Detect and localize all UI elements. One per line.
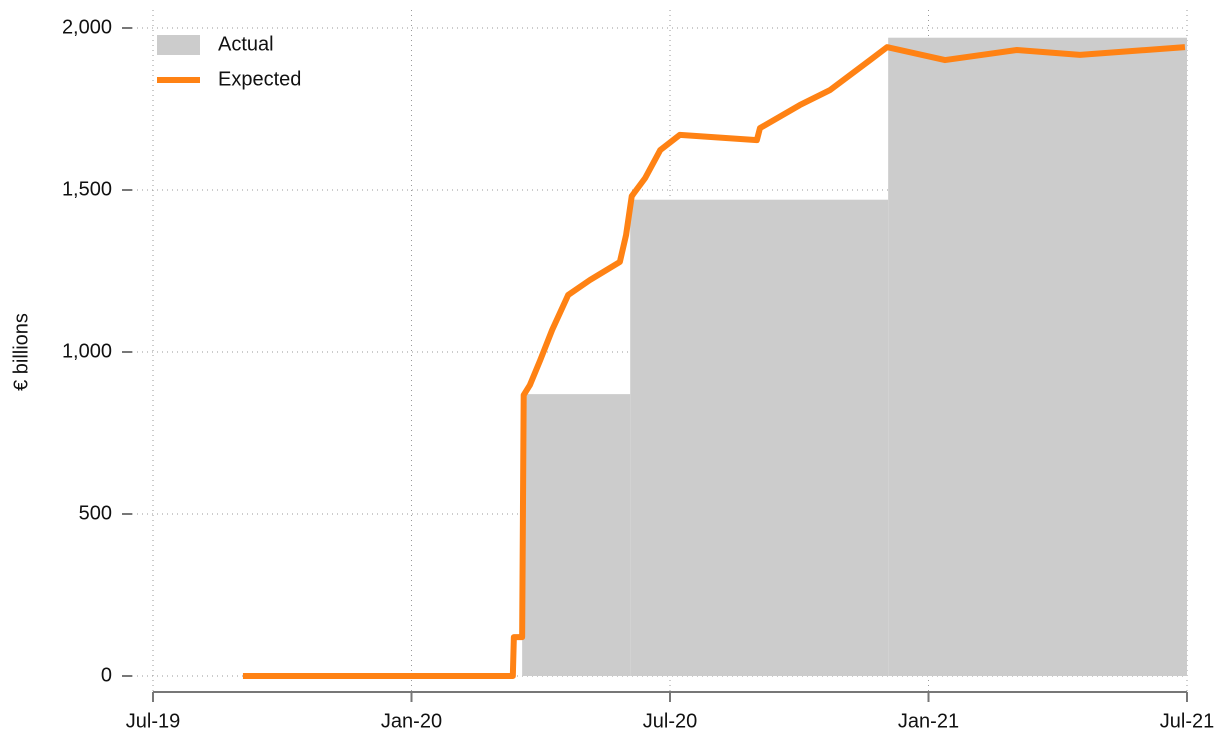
x-tick-label: Jul-21 bbox=[1160, 710, 1214, 732]
y-tick-label: 1,500 bbox=[62, 178, 112, 200]
actual-bar bbox=[888, 37, 1187, 677]
x-tick-label: Jan-21 bbox=[898, 710, 959, 732]
x-tick-label: Jul-19 bbox=[126, 710, 180, 732]
legend-swatch bbox=[157, 35, 200, 55]
actual-bar bbox=[522, 394, 631, 676]
y-tick-label: 1,000 bbox=[62, 340, 112, 362]
x-tick-label: Jan-20 bbox=[381, 710, 442, 732]
expected-line bbox=[242, 44, 1186, 679]
legend-label: Actual bbox=[218, 33, 274, 55]
y-tick-label: 2,000 bbox=[62, 16, 112, 38]
actual-bar bbox=[630, 199, 889, 676]
y-axis-label: € billions bbox=[10, 313, 32, 391]
legend-label: Expected bbox=[218, 68, 301, 90]
y-tick-label: 500 bbox=[79, 502, 112, 524]
x-tick-label: Jul-20 bbox=[643, 710, 697, 732]
y-tick-label: 0 bbox=[101, 664, 112, 686]
